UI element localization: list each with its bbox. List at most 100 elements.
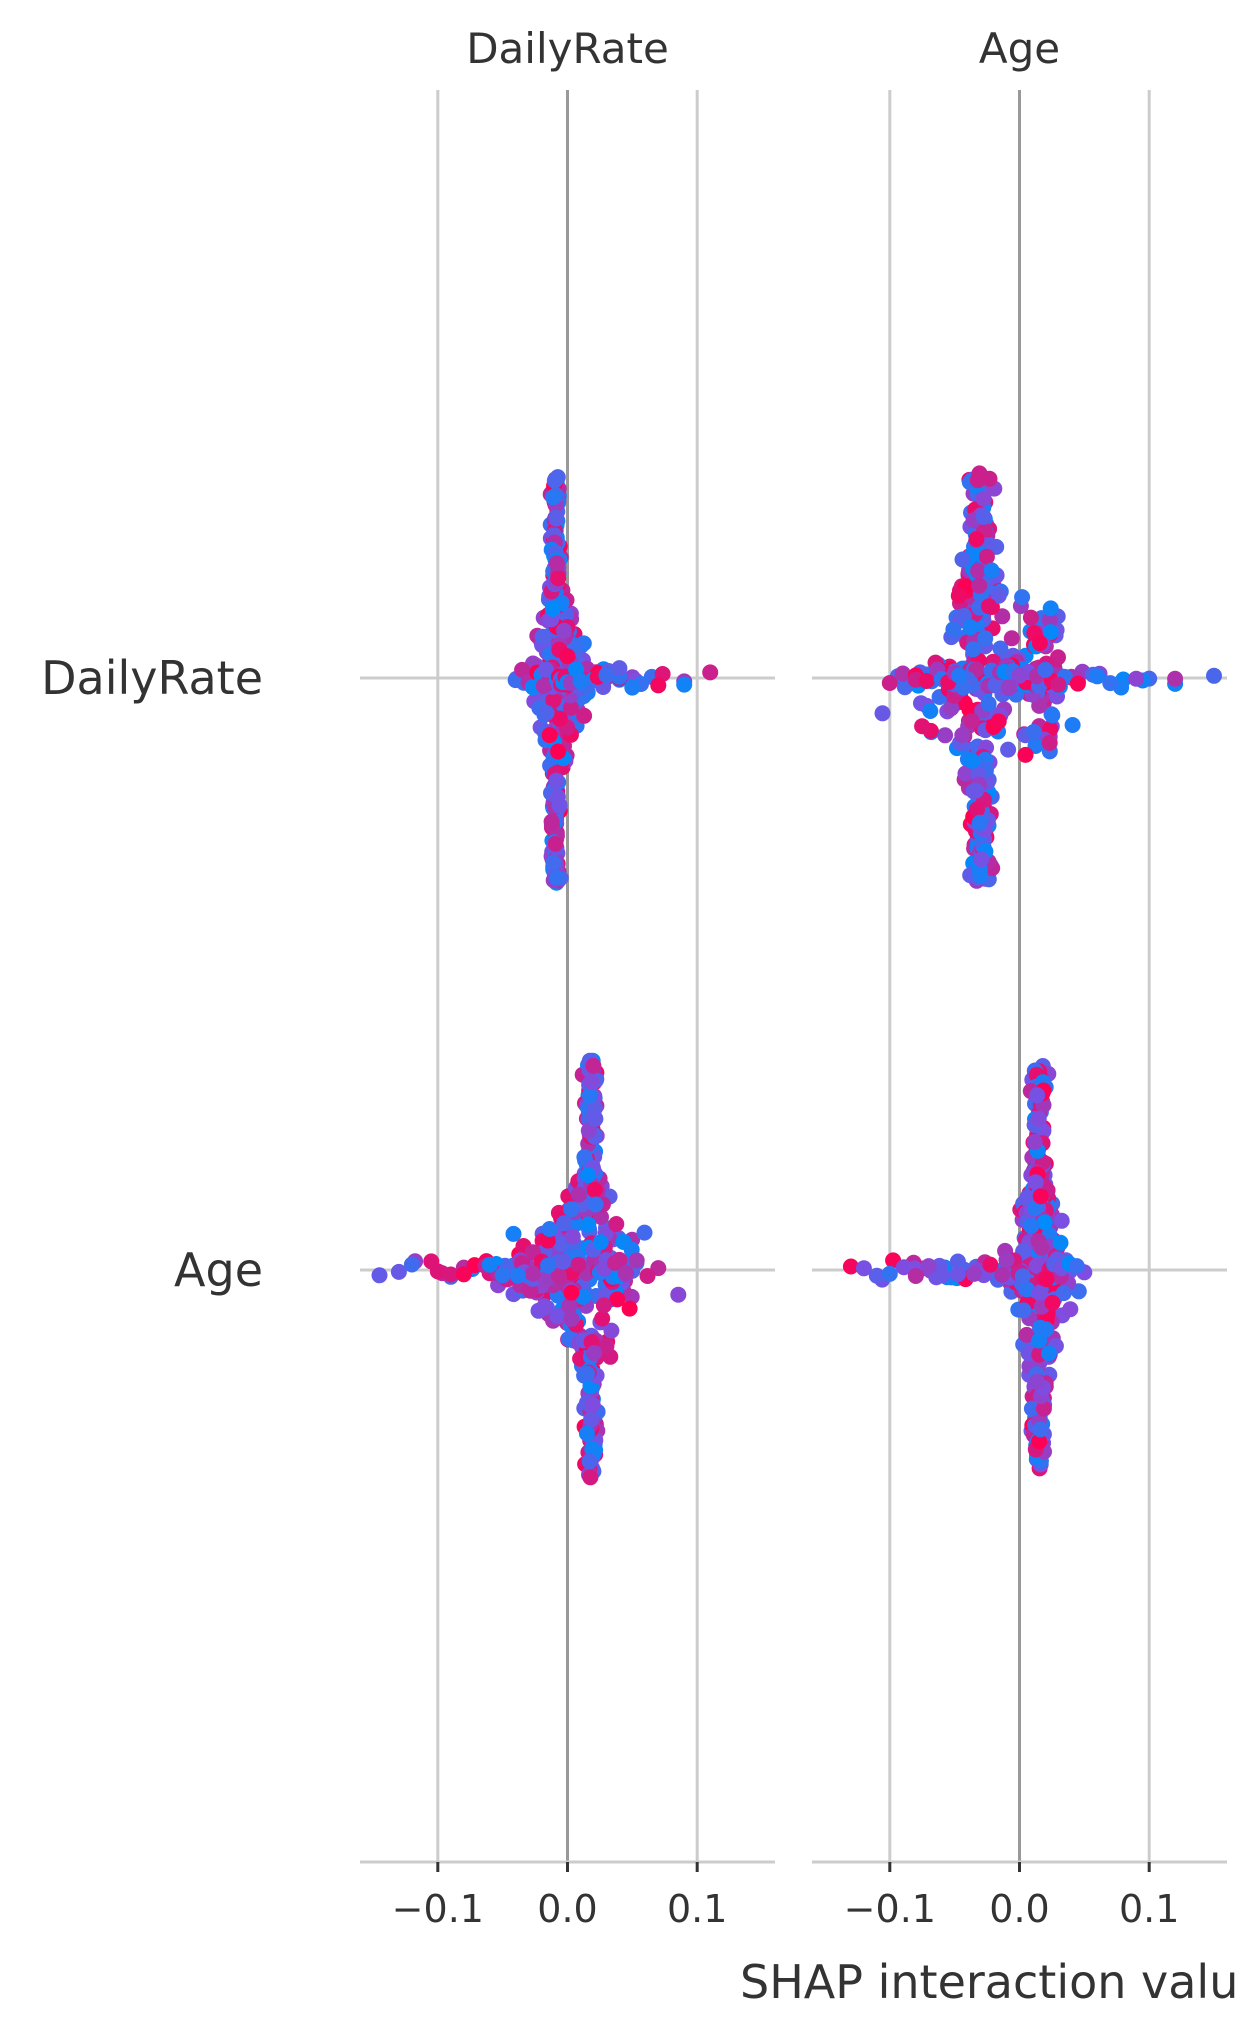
swarm-point: [914, 718, 931, 735]
tail-point: [676, 676, 693, 693]
swarm-point: [548, 772, 565, 789]
tail-point: [628, 1252, 645, 1269]
panels-layer: −0.1 0.0 0.1 DailyRate −0.1 0.0 0.1 Age: [360, 24, 1227, 1931]
swarm-point: [534, 628, 551, 645]
swarm-point: [1031, 1284, 1048, 1301]
panel-title: DailyRate: [466, 24, 669, 73]
tail-point: [966, 1265, 983, 1282]
swarm-point: [978, 548, 995, 565]
swarm-point: [556, 622, 572, 639]
swarm-point: [963, 752, 980, 769]
tail-point: [702, 664, 719, 681]
swarm-point: [545, 489, 561, 506]
swarm-point: [546, 472, 563, 489]
tail-point: [1128, 670, 1145, 687]
swarm-point: [1023, 1218, 1040, 1235]
swarm-point: [1018, 1326, 1035, 1343]
tail-point: [371, 1267, 388, 1284]
tail-point: [524, 1265, 541, 1282]
swarm-point: [1041, 734, 1058, 751]
swarm-point: [586, 1181, 603, 1198]
tail-point: [535, 678, 552, 694]
swarm-point: [972, 867, 989, 884]
swarm-point: [1042, 624, 1059, 641]
tail-point: [624, 679, 641, 696]
tail-point: [951, 667, 967, 684]
swarm-point: [562, 699, 579, 716]
swarm-point: [1033, 1239, 1050, 1256]
swarm-point: [549, 1308, 566, 1325]
panel-title: Age: [979, 24, 1060, 73]
tail-point: [894, 665, 911, 682]
panel-dailyrate: −0.1 0.0 0.1 DailyRate: [360, 24, 775, 1931]
swarm-point: [1050, 649, 1066, 666]
swarm-point: [1035, 1400, 1052, 1417]
swarm-point: [970, 562, 986, 579]
tail-point: [842, 1258, 859, 1275]
swarm-point: [551, 710, 568, 727]
swarm-point: [1015, 1302, 1032, 1319]
row-label: Age: [174, 1243, 263, 1297]
swarm-point: [567, 1216, 584, 1232]
tail-point: [918, 673, 935, 689]
swarm-point: [922, 703, 939, 719]
tail-point: [855, 1260, 872, 1277]
swarm-point: [586, 1345, 603, 1361]
swarm-point: [962, 619, 979, 636]
swarm-point: [943, 700, 960, 717]
swarm-point: [581, 1087, 598, 1104]
swarm-point: [969, 472, 986, 489]
swarm-point: [598, 1338, 615, 1355]
tail-point: [1050, 676, 1067, 693]
swarm-age-age: [842, 1058, 1093, 1477]
swarm-point: [580, 1216, 597, 1233]
x-tick-label: 0.0: [537, 1887, 597, 1931]
tail-point: [514, 661, 531, 678]
tail-point: [949, 1266, 966, 1283]
swarm-point: [538, 705, 555, 721]
swarm-point: [957, 765, 974, 782]
swarm-point: [971, 814, 988, 831]
tail-point: [998, 1252, 1015, 1268]
swarm-point: [1000, 741, 1017, 758]
tail-point: [509, 1267, 526, 1284]
swarm-point: [975, 490, 992, 507]
x-tick-label: 0.1: [1119, 1887, 1179, 1931]
swarm-dailyrate-age: [371, 1052, 687, 1486]
tail-point: [550, 1267, 567, 1284]
swarm-point: [548, 510, 565, 527]
tail-point: [1206, 667, 1222, 684]
swarm-point: [971, 577, 988, 594]
swarm-point: [1037, 1321, 1054, 1338]
swarm-point: [1036, 1214, 1053, 1231]
tail-point: [1167, 670, 1184, 687]
tail-point: [572, 673, 589, 690]
swarm-point: [583, 1411, 600, 1428]
swarm-point: [1017, 746, 1034, 763]
swarm-point: [608, 1216, 625, 1232]
swarm-point: [581, 1453, 598, 1470]
swarm-point: [584, 1396, 601, 1413]
swarm-point: [593, 1209, 609, 1225]
swarm-point: [583, 1073, 600, 1090]
swarm-point: [543, 813, 560, 830]
swarm-point: [505, 1225, 522, 1242]
swarm-point: [1031, 697, 1048, 714]
swarm-point: [977, 630, 994, 647]
swarm-point: [549, 789, 566, 805]
swarm-point: [965, 641, 982, 658]
tail-point: [1068, 1258, 1085, 1275]
swarm-point: [580, 1167, 597, 1184]
swarm-point: [1018, 1281, 1035, 1298]
tail-point: [868, 1267, 885, 1284]
swarm-point: [1027, 1174, 1044, 1191]
swarm-point: [559, 648, 576, 665]
tail-point: [455, 1266, 472, 1283]
swarm-point: [1014, 589, 1031, 606]
swarm-point: [975, 508, 992, 525]
swarm-point: [609, 1291, 626, 1308]
swarm-point: [670, 1286, 687, 1303]
swarm-point: [587, 1196, 604, 1213]
swarm-point: [990, 713, 1007, 730]
swarm-point: [1040, 1345, 1057, 1362]
